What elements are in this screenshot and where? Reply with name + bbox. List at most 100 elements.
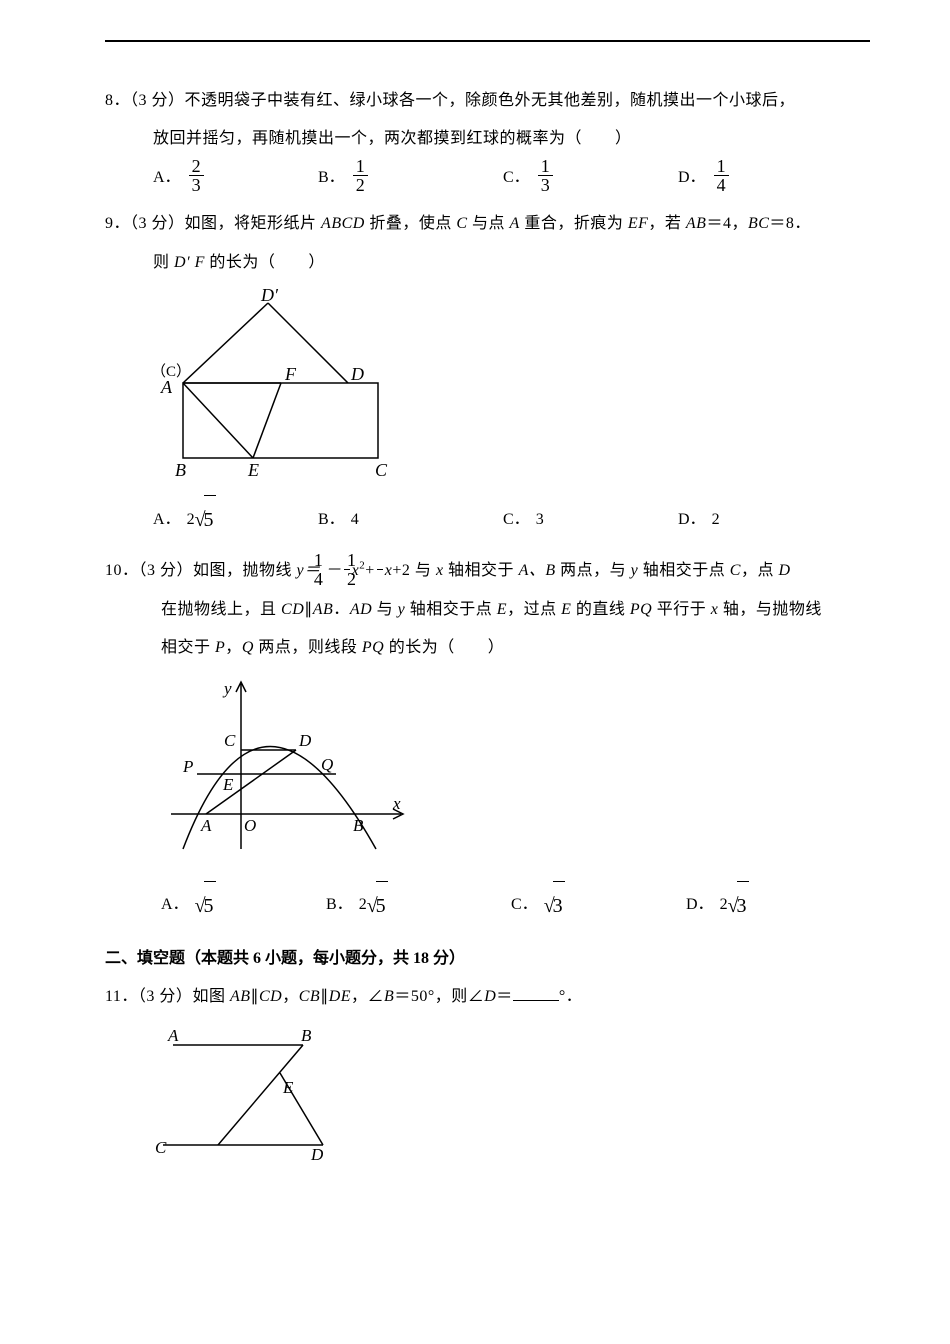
fraction: 23 (189, 157, 204, 194)
radicand: 3 (553, 881, 565, 930)
comma: ， (282, 988, 299, 1005)
frac-den: 4 (714, 175, 729, 194)
q10-points: （3 分） (139, 562, 194, 579)
label-b: B (353, 816, 364, 835)
label-o: O (244, 816, 256, 835)
option-label-d: D． (678, 501, 706, 539)
option-label-d: D． (686, 886, 714, 924)
stem-text: ＝4， (706, 215, 748, 232)
q9-stem-line2: 则 D′ F 的长为（ ） (105, 244, 870, 282)
stem-text: 两点，则线段 (254, 639, 362, 656)
label-e: E (247, 460, 259, 478)
option-label-b: B． (318, 501, 345, 539)
var-ad: AD (350, 601, 372, 618)
var-ab: AB (686, 215, 707, 232)
option-label-a: A． (153, 501, 181, 539)
label-b: B (301, 1026, 312, 1045)
opt-prefix: 2 (359, 886, 367, 924)
radicand: 5 (204, 881, 216, 930)
plus2: +2 与 (392, 562, 436, 579)
parallel: ∥ (304, 601, 313, 618)
q10-option-d: D．2√3 (686, 881, 806, 930)
q10-stem-line2: 在抛物线上，且 CD∥AB．AD 与 y 轴相交于点 E，过点 E 的直线 PQ… (105, 591, 870, 629)
frac-den: 2 (377, 569, 383, 588)
frac-num: 1 (377, 551, 383, 569)
label-c: C (155, 1138, 167, 1157)
degree: °． (559, 988, 582, 1005)
stem-text: 如图 (192, 988, 230, 1005)
fraction: 12 (353, 157, 368, 194)
q8-stem-line1: 8．（3 分）不透明袋子中装有红、绿小球各一个，除颜色外无其他差别，随机摸出一个… (105, 82, 870, 120)
q9-stem-line1: 9．（3 分）如图，将矩形纸片 ABCD 折叠，使点 C 与点 A 重合，折痕为… (105, 205, 870, 243)
option-label-c: C． (511, 886, 538, 924)
radicand: 5 (204, 495, 216, 544)
frac-num: 1 (353, 157, 368, 175)
label-q: Q (321, 755, 333, 774)
label-d: D (310, 1145, 324, 1163)
fraction: 12 (377, 551, 383, 588)
label-d: D (298, 731, 312, 750)
frac-den: 2 (353, 175, 368, 194)
frac-num: 2 (189, 157, 204, 175)
sqrt: √3 (728, 881, 749, 930)
sqrt: √3 (544, 881, 565, 930)
q10-stem-line3: 相交于 P，Q 两点，则线段 PQ 的长为（ ） (105, 629, 870, 667)
eq: ＝ (496, 988, 513, 1005)
q10-option-b: B．2√5 (326, 881, 511, 930)
label-d-prime: D′ (260, 288, 279, 305)
stem-text: 重合，折痕为 (520, 215, 628, 232)
label-c: C (375, 460, 388, 478)
label-c-paren: （C） (153, 363, 191, 380)
q10-option-a: A．√5 (161, 881, 326, 930)
q10-option-c: C．√3 (511, 881, 686, 930)
stem-text: 相交于 (161, 639, 215, 656)
stem-text: 轴，与抛物线 (718, 601, 822, 618)
q10-options: A．√5 B．2√5 C．√3 D．2√3 (105, 881, 870, 930)
stem-text: 轴相交于点 (405, 601, 497, 618)
opt-prefix: 2 (187, 501, 195, 539)
label-p: P (182, 757, 193, 776)
stem-text: 的长为（ ） (205, 254, 325, 271)
parallel: ∥ (320, 988, 329, 1005)
q11-shape (163, 1045, 323, 1145)
var-e: E (497, 601, 507, 618)
sqrt: √5 (367, 881, 388, 930)
stem-text: 平行于 (652, 601, 711, 618)
var-cb: CB (299, 988, 320, 1005)
q11-number: 11． (105, 988, 138, 1005)
comma: ， (225, 639, 242, 656)
stem-text: 与点 (468, 215, 510, 232)
var-p: P (215, 639, 225, 656)
question-10: 10．（3 分）如图，抛物线 y＝ －14x2+12x+2 与 x 轴相交于 A… (105, 552, 870, 930)
var-cd: CD (281, 601, 304, 618)
stem-text: 则 (153, 254, 174, 271)
q11-labels: A B E C D (155, 1026, 324, 1163)
q9-option-d: D．2 (678, 495, 798, 544)
var-c: C (456, 215, 467, 232)
fraction: 14 (714, 157, 729, 194)
var-ab: A、B (519, 562, 556, 579)
var-pq: PQ (630, 601, 652, 618)
stem-text: ，过点 (507, 601, 561, 618)
stem-text: 折叠，使点 (365, 215, 457, 232)
stem-text: 如图，抛物线 (193, 562, 297, 579)
sqrt: √5 (195, 881, 216, 930)
stem-text: 如图，将矩形纸片 (185, 215, 322, 232)
q10-labels: y C D P E Q A O B x (182, 679, 401, 835)
label-c: C (224, 731, 236, 750)
frac-num: 1 (538, 157, 553, 175)
frac-num: 1 (714, 157, 729, 175)
plus: + (365, 562, 375, 579)
parallel: ∥ (251, 988, 260, 1005)
q10-figure: y C D P E Q A O B x (105, 674, 870, 879)
var-q: Q (242, 639, 254, 656)
fraction: 13 (538, 157, 553, 194)
var-ab: AB (230, 988, 251, 1005)
label-y: y (222, 679, 232, 698)
stem-text: 的直线 (571, 601, 630, 618)
var-c: C (730, 562, 741, 579)
q9-options: A．2√5 B．4 C．3 D．2 (105, 495, 870, 544)
stem-text: ，点 (741, 562, 779, 579)
q8-stem-b: 放回并摇匀，再随机摸出一个，两次都摸到红球的概率为（ ） (153, 130, 632, 147)
sqrt: √5 (195, 495, 216, 544)
